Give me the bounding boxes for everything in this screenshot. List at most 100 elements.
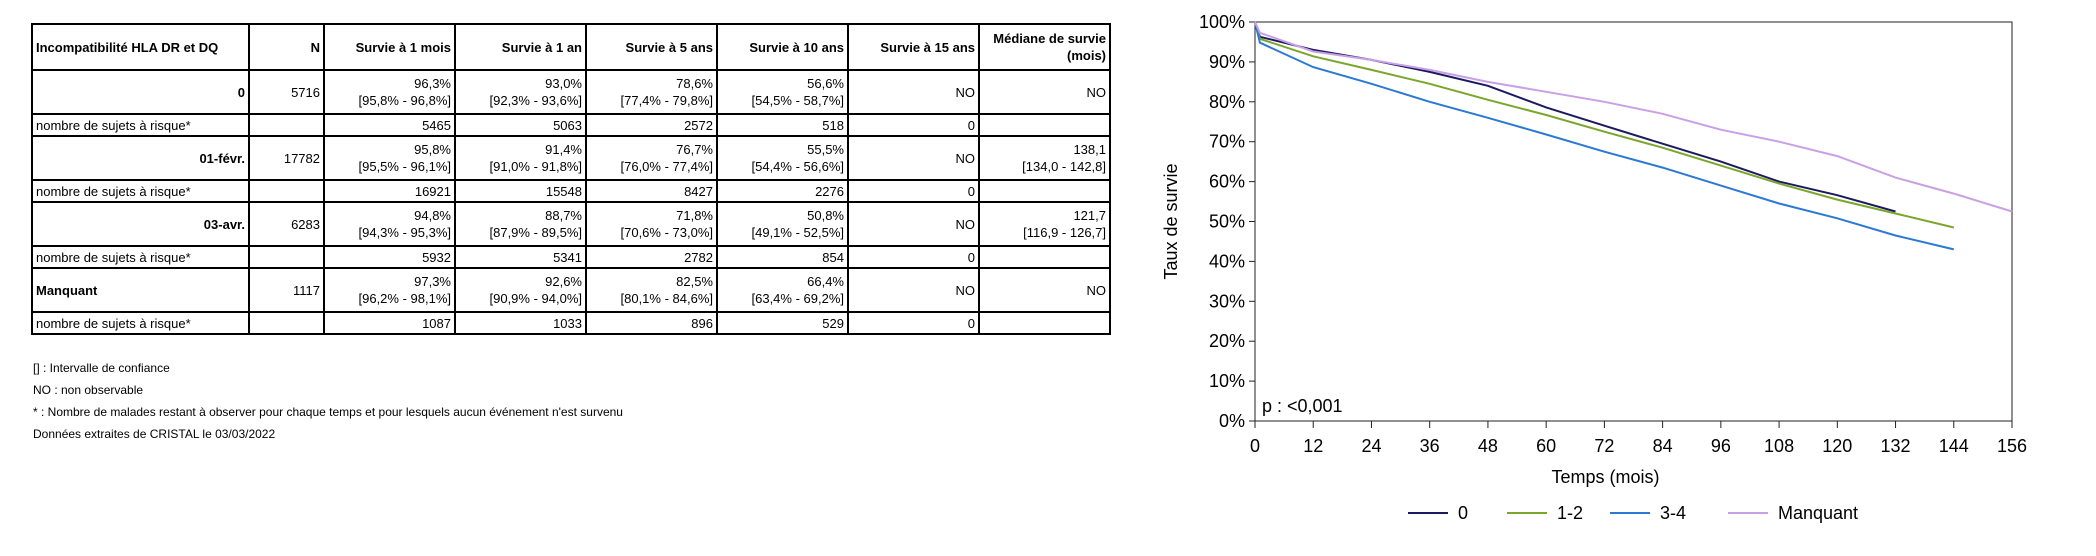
survival-value: NO xyxy=(955,84,976,100)
confidence-interval: [95,5% - 96,1%] xyxy=(358,159,452,174)
survival-chart: 0% 10% 20% 30% 40% 50% 60% 70% 80% 90% 100% 0 12 24 3… xyxy=(1161,12,2027,523)
risk-count: 0 xyxy=(847,311,980,335)
group-label: 03-avr. xyxy=(31,201,250,247)
risk-count xyxy=(978,113,1111,137)
survival-cell: NO xyxy=(847,69,980,115)
y-tick-label: 30% xyxy=(1209,291,1245,311)
risk-count xyxy=(978,179,1111,203)
confidence-interval: [76,0% - 77,4%] xyxy=(620,159,714,174)
survival-cell: NO xyxy=(978,267,1111,313)
group-label: Manquant xyxy=(31,267,250,313)
y-tick-label: 60% xyxy=(1209,172,1245,192)
header-cell: Survie à 1 an xyxy=(454,23,587,71)
survival-cell: 82,5% [80,1% - 84,6%] xyxy=(585,267,718,313)
x-tick-label: 144 xyxy=(1939,436,1969,456)
risk-row: nombre de sujets à risque* 16921 15548 8427… xyxy=(31,179,1111,203)
p-value-annotation: p : <0,001 xyxy=(1262,396,1343,416)
survival-cell: 93,0% [92,3% - 93,6%] xyxy=(454,69,587,115)
risk-label: nombre de sujets à risque* xyxy=(31,113,250,137)
group-label: 0 xyxy=(31,69,250,115)
risk-count: 0 xyxy=(847,179,980,203)
series-line-1 xyxy=(1254,21,1955,229)
risk-count: 0 xyxy=(847,245,980,269)
header-cell: N xyxy=(248,23,325,71)
confidence-interval: [63,4% - 69,2%] xyxy=(751,291,845,306)
survival-value: 94,8% xyxy=(414,208,451,223)
x-tick-label: 12 xyxy=(1303,436,1323,456)
note-ci: [] : Intervalle de confiance xyxy=(33,361,170,375)
risk-row: nombre de sujets à risque* 5465 5063 2572 51… xyxy=(31,113,1111,137)
risk-count: 5465 xyxy=(323,113,456,137)
survival-value: 76,7% xyxy=(676,142,713,157)
risk-n-empty xyxy=(248,179,325,203)
risk-label: nombre de sujets à risque* xyxy=(31,179,250,203)
confidence-interval: [70,6% - 73,0%] xyxy=(620,225,714,240)
survival-cell: NO xyxy=(978,69,1111,115)
risk-count: 1033 xyxy=(454,311,587,335)
confidence-interval: [92,3% - 93,6%] xyxy=(489,93,583,108)
x-tick-label: 120 xyxy=(1822,436,1852,456)
y-tick-label: 100% xyxy=(1199,12,1245,32)
risk-count: 8427 xyxy=(585,179,718,203)
y-tick-label: 90% xyxy=(1209,52,1245,72)
y-tick-label: 10% xyxy=(1209,371,1245,391)
confidence-interval: [87,9% - 89,5%] xyxy=(489,225,583,240)
survival-cell: 76,7% [76,0% - 77,4%] xyxy=(585,135,718,181)
risk-n-empty xyxy=(248,245,325,269)
y-tick-label: 50% xyxy=(1209,212,1245,232)
risk-row: nombre de sujets à risque* 1087 1033 896 529… xyxy=(31,311,1111,335)
survival-value: 121,7 xyxy=(1073,208,1106,223)
risk-n-empty xyxy=(248,113,325,137)
x-tick-label: 36 xyxy=(1420,436,1440,456)
confidence-interval: [134,0 - 142,8] xyxy=(1022,159,1106,174)
risk-count: 2276 xyxy=(716,179,849,203)
survival-value: NO xyxy=(955,282,976,298)
legend-label: 0 xyxy=(1458,503,1468,523)
x-axis-label: Temps (mois) xyxy=(1551,467,1659,487)
group-label: 01-févr. xyxy=(31,135,250,181)
survival-cell: 91,4% [91,0% - 91,8%] xyxy=(454,135,587,181)
x-tick-label: 60 xyxy=(1536,436,1556,456)
group-n: 17782 xyxy=(248,135,325,181)
risk-count: 2782 xyxy=(585,245,718,269)
legend-label: 3-4 xyxy=(1660,503,1686,523)
survival-value: NO xyxy=(1086,282,1107,298)
survival-cell: 96,3% [95,8% - 96,8%] xyxy=(323,69,456,115)
y-tick-label: 80% xyxy=(1209,92,1245,112)
confidence-interval: [54,5% - 58,7%] xyxy=(751,93,845,108)
series-line-0 xyxy=(1254,21,1896,213)
risk-row: nombre de sujets à risque* 5932 5341 2782 85… xyxy=(31,245,1111,269)
risk-count: 5341 xyxy=(454,245,587,269)
y-tick-label: 70% xyxy=(1209,132,1245,152)
x-tick-label: 24 xyxy=(1361,436,1381,456)
x-axis: 0 12 24 36 48 60 72 84 96 108 120 132 144 156 xyxy=(1250,421,2027,456)
confidence-interval: [49,1% - 52,5%] xyxy=(751,225,845,240)
survival-value: 92,6% xyxy=(545,274,582,289)
y-tick-label: 40% xyxy=(1209,251,1245,271)
confidence-interval: [90,9% - 94,0%] xyxy=(489,291,583,306)
legend-label: Manquant xyxy=(1778,503,1858,523)
y-axis-label: Taux de survie xyxy=(1161,163,1181,279)
confidence-interval: [94,3% - 95,3%] xyxy=(358,225,452,240)
risk-count: 529 xyxy=(716,311,849,335)
risk-count: 15548 xyxy=(454,179,587,203)
table-row: 01-févr. 17782 95,8% [95,5% - 96,1%] 91,4% [9… xyxy=(31,135,1111,181)
series-lines xyxy=(1254,21,2013,251)
risk-count: 16921 xyxy=(323,179,456,203)
x-tick-label: 48 xyxy=(1478,436,1498,456)
header-cell: Survie à 1 mois xyxy=(323,23,456,71)
header-cell: Incompatibilité HLA DR et DQ xyxy=(31,23,250,71)
survival-value: 91,4% xyxy=(545,142,582,157)
risk-count: 5063 xyxy=(454,113,587,137)
risk-count: 518 xyxy=(716,113,849,137)
risk-count xyxy=(978,311,1111,335)
survival-value: 138,1 xyxy=(1073,142,1106,157)
x-tick-label: 108 xyxy=(1764,436,1794,456)
confidence-interval: [91,0% - 91,8%] xyxy=(489,159,583,174)
risk-label: nombre de sujets à risque* xyxy=(31,245,250,269)
survival-value: 97,3% xyxy=(414,274,451,289)
confidence-interval: [80,1% - 84,6%] xyxy=(620,291,714,306)
group-n: 5716 xyxy=(248,69,325,115)
survival-value: 96,3% xyxy=(414,76,451,91)
confidence-interval: [116,9 - 126,7] xyxy=(1023,225,1106,240)
